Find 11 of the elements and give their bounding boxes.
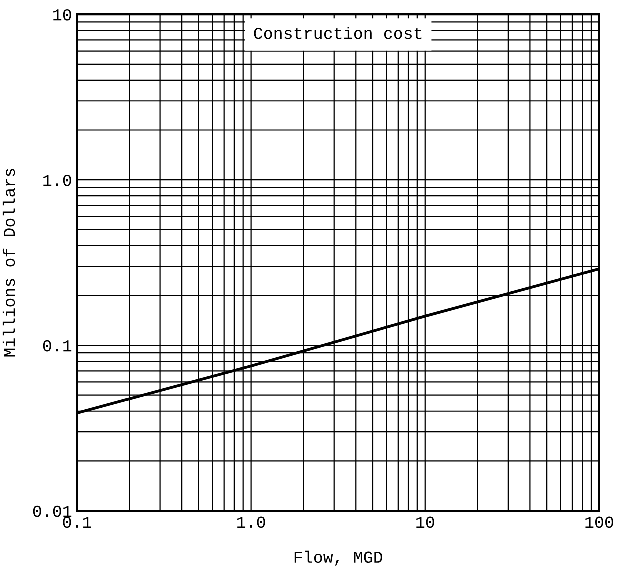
x-axis-title: Flow, MGD [294, 550, 383, 566]
annotation: Construction cost [254, 27, 422, 40]
y-tick-label: 10 [54, 9, 72, 21]
x-tick-label: 0.1 [63, 516, 92, 528]
y-tick-label: 0.1 [43, 340, 72, 352]
y-tick-label: 1.0 [44, 174, 72, 186]
y-tick-label: 0.01 [33, 506, 72, 518]
x-tick-label: 10 [416, 516, 434, 528]
x-tick-label: 1.0 [238, 516, 266, 528]
y-axis-title: Millions of Dollars [2, 169, 16, 357]
x-tick-label: 100 [586, 516, 614, 528]
